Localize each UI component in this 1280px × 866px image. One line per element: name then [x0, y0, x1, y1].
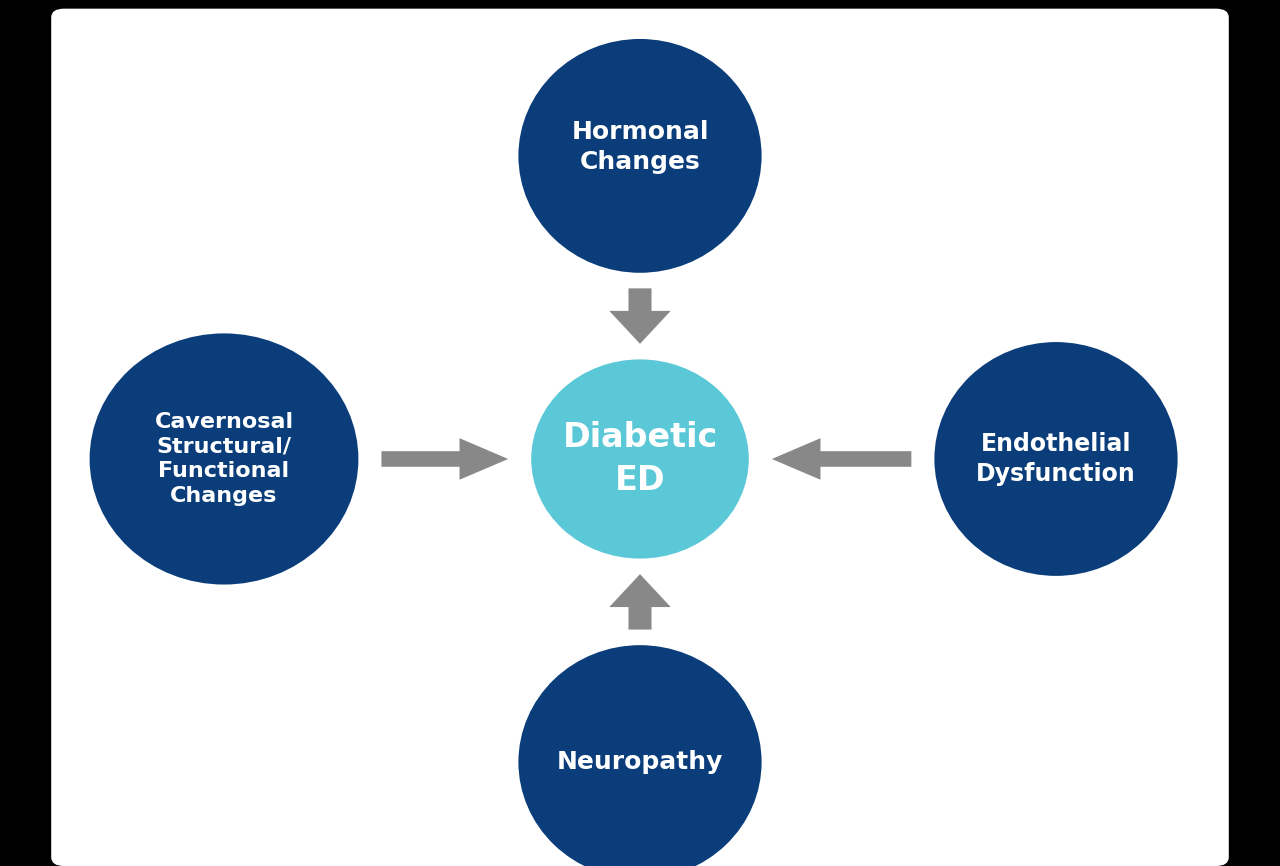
Polygon shape — [772, 438, 911, 480]
Text: Diabetic
ED: Diabetic ED — [562, 421, 718, 497]
Text: Hormonal
Changes: Hormonal Changes — [571, 120, 709, 174]
FancyBboxPatch shape — [51, 9, 1229, 866]
Ellipse shape — [518, 39, 762, 273]
Text: Endothelial
Dysfunction: Endothelial Dysfunction — [977, 432, 1135, 486]
Text: Cavernosal
Structural/
Functional
Changes: Cavernosal Structural/ Functional Change… — [155, 411, 293, 507]
Ellipse shape — [934, 342, 1178, 576]
Ellipse shape — [518, 645, 762, 866]
Ellipse shape — [90, 333, 358, 585]
Text: Neuropathy: Neuropathy — [557, 750, 723, 774]
Ellipse shape — [531, 359, 749, 559]
Polygon shape — [609, 574, 671, 630]
Polygon shape — [381, 438, 508, 480]
Polygon shape — [609, 288, 671, 344]
